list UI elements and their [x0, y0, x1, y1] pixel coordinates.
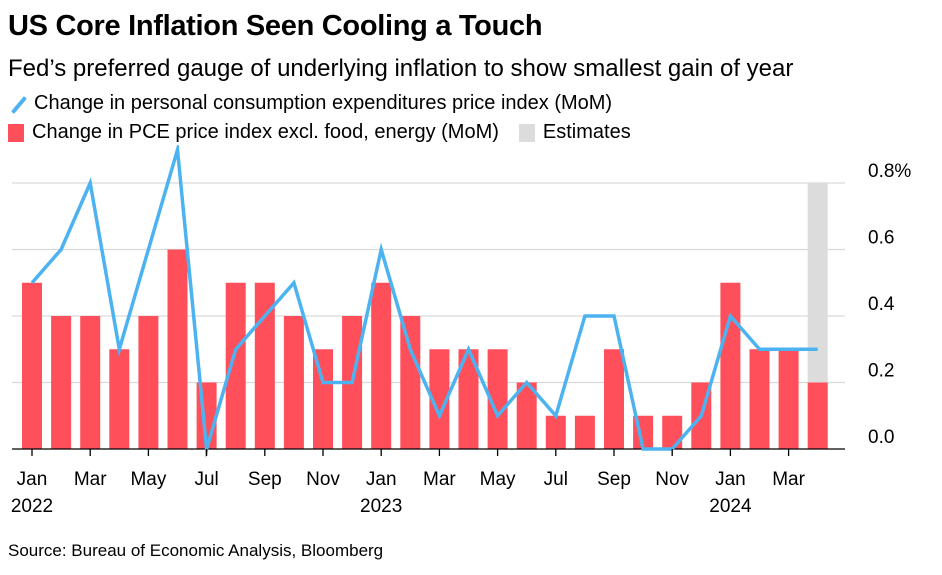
x-tick-label: Jan — [715, 469, 746, 490]
legend-bar-swatch — [8, 123, 24, 142]
x-year-label: 2022 — [11, 496, 53, 517]
bar-2024-02 — [749, 349, 770, 449]
x-tick-label: May — [480, 469, 516, 490]
x-tick-label: Jan — [17, 469, 48, 490]
legend-line-swatch — [8, 95, 26, 113]
legend-item-bars: Change in PCE price index excl. food, en… — [8, 121, 631, 144]
chart-plot: 0.0 0.2 0.4 0.6 0.8% Jan 2022 Mar May Jul Sep Nov Ja… — [11, 145, 911, 517]
bar-2023-04 — [458, 349, 479, 449]
bar-2022-03 — [80, 316, 101, 449]
bar-2023-01 — [371, 282, 392, 449]
x-tick-label: Sep — [597, 469, 631, 490]
legend-item-line: Change in personal consumption expenditu… — [8, 92, 612, 115]
legend-estimate-label: Estimates — [542, 121, 631, 143]
bar-2022-08 — [225, 282, 246, 449]
bar-2022-11 — [313, 349, 333, 449]
bar-2023-05 — [487, 349, 508, 449]
pce-line — [30, 145, 818, 459]
y-tick-label: 0.6 — [868, 228, 894, 249]
x-tick-label: Jul — [544, 469, 568, 490]
bar-2023-02 — [400, 316, 421, 449]
bar-2022-02 — [51, 316, 72, 449]
bar-2022-10 — [283, 316, 304, 449]
bar-2023-11 — [662, 415, 683, 449]
legend-bar-label: Change in PCE price index excl. food, en… — [32, 121, 499, 143]
bar-2024-04 — [807, 382, 828, 449]
source-note: Source: Bureau of Economic Analysis, Blo… — [8, 541, 384, 560]
y-tick-label: 0.0 — [868, 427, 894, 448]
bar-2023-08 — [574, 415, 595, 449]
bar-2024-01 — [720, 282, 741, 449]
bar-2023-06 — [516, 382, 537, 449]
legend-line-label: Change in personal consumption expenditu… — [34, 92, 613, 114]
x-tick-label: Jan — [366, 469, 397, 490]
x-tick-label: Jul — [194, 469, 218, 490]
bar-2023-07 — [545, 415, 566, 449]
bar-2022-06 — [167, 249, 188, 449]
y-tick-label: 0.2 — [868, 361, 894, 382]
x-tick-label: May — [130, 469, 166, 490]
y-tick-label: 0.4 — [868, 294, 895, 315]
x-tick-label: Mar — [74, 469, 107, 490]
bar-2022-05 — [138, 316, 159, 449]
y-tick-label: 0.8% — [868, 161, 911, 182]
chart-subtitle: Fed’s preferred gauge of underlying infl… — [8, 55, 794, 82]
bar-2022-04 — [109, 349, 130, 449]
bar-2023-09 — [604, 349, 624, 449]
x-tick-label: Nov — [655, 469, 689, 490]
x-tick-label: Mar — [772, 469, 805, 490]
x-year-label: 2024 — [709, 496, 752, 517]
bar-2023-03 — [429, 349, 450, 449]
x-year-label: 2023 — [360, 496, 402, 517]
x-tick-label: Sep — [248, 469, 282, 490]
bar-2024-03 — [778, 349, 799, 449]
legend-estimate-swatch — [518, 123, 535, 142]
bar-2022-01 — [22, 282, 42, 449]
chart-title: US Core Inflation Seen Cooling a Touch — [8, 10, 543, 42]
x-tick-label: Nov — [306, 469, 340, 490]
x-tick-label: Mar — [423, 469, 456, 490]
